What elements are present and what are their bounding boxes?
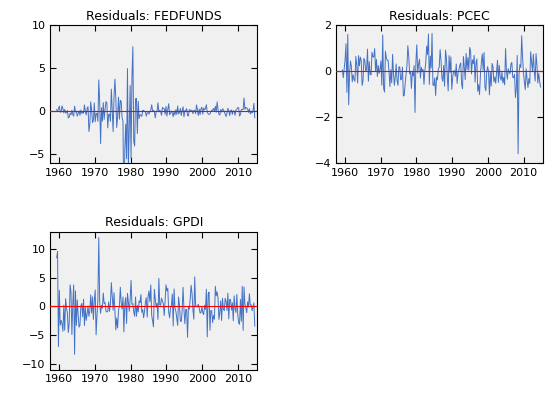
Title: Residuals: GPDI: Residuals: GPDI [105, 216, 203, 229]
Title: Residuals: PCEC: Residuals: PCEC [389, 10, 490, 23]
Title: Residuals: FEDFUNDS: Residuals: FEDFUNDS [86, 10, 222, 23]
